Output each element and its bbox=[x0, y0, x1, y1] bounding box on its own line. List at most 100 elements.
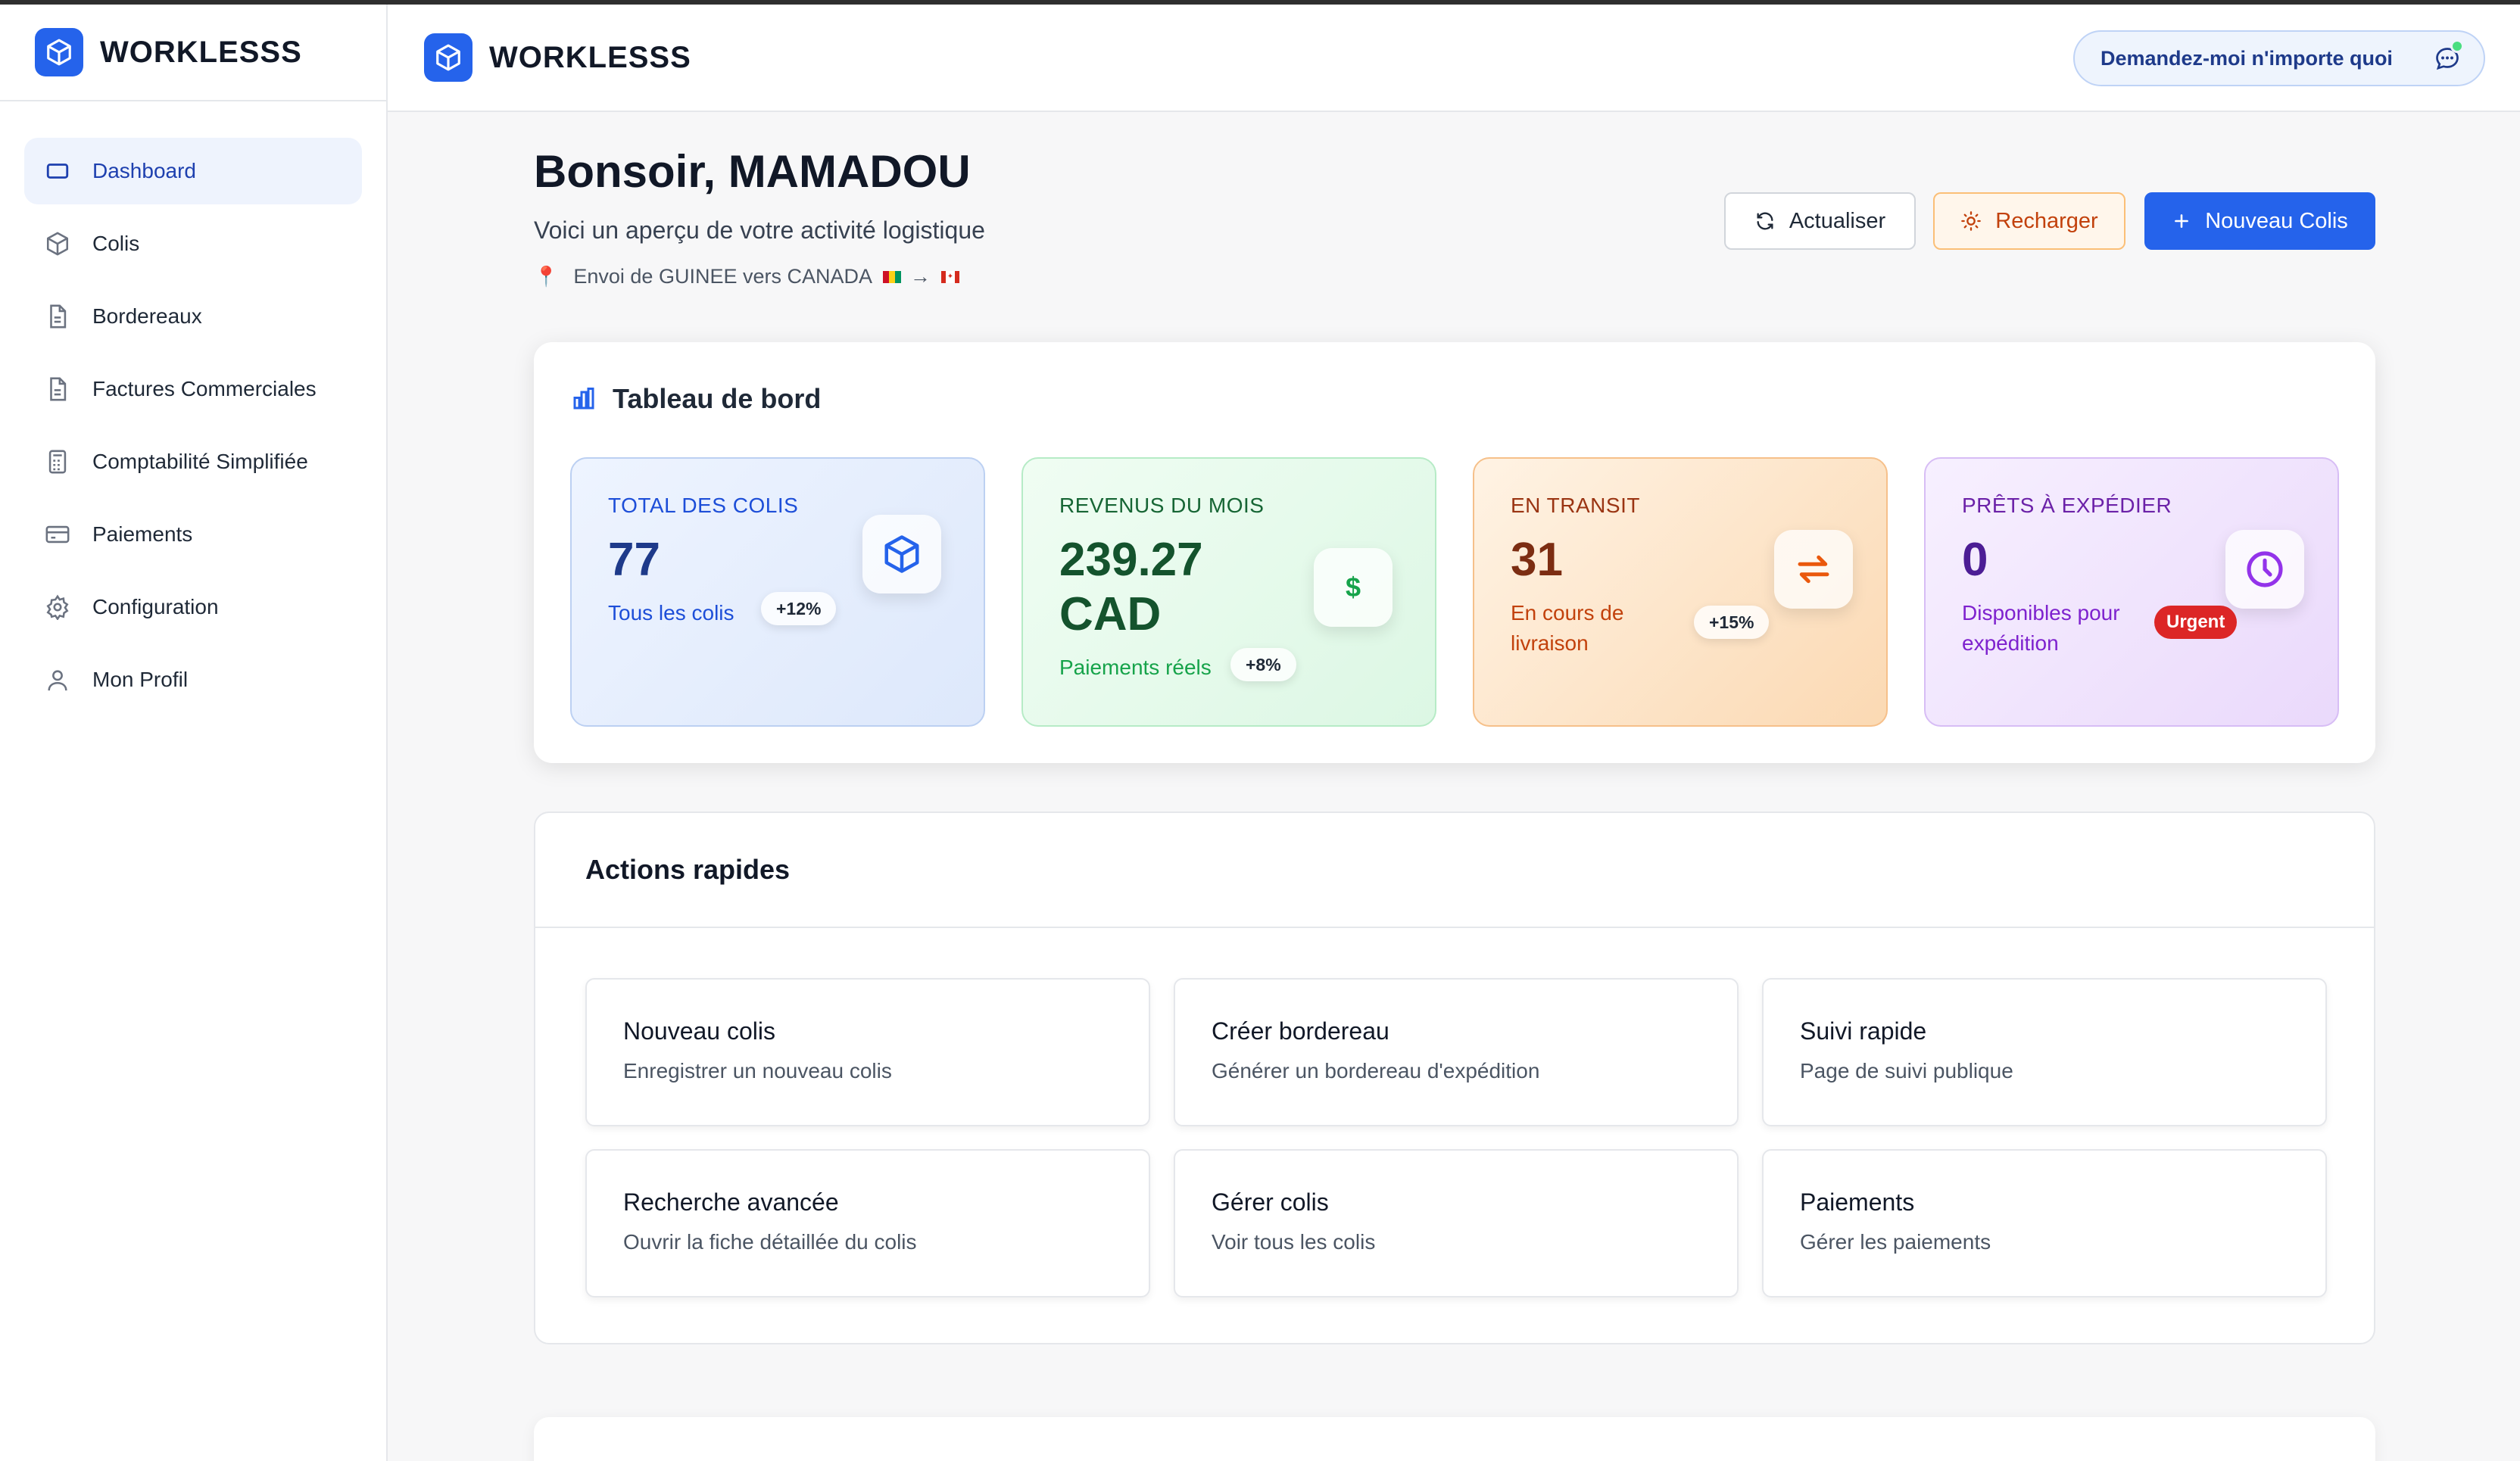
ask-assistant-button[interactable]: Demandez-moi n'importe quoi bbox=[2073, 30, 2485, 86]
action-card-recherche-avancee[interactable]: Recherche avancée Ouvrir la fiche détail… bbox=[585, 1149, 1150, 1297]
new-parcel-label: Nouveau Colis bbox=[2205, 208, 2348, 233]
clock-icon bbox=[2225, 530, 2304, 609]
reload-button[interactable]: Recharger bbox=[1933, 192, 2125, 250]
calculator-icon bbox=[42, 447, 73, 477]
route-text: Envoi de GUINEE vers CANADA bbox=[573, 265, 872, 288]
sidebar-item-label: Bordereaux bbox=[92, 304, 202, 328]
stat-value: 77 bbox=[608, 534, 660, 586]
document-icon bbox=[42, 301, 73, 332]
stat-label: PRÊTS À EXPÉDIER bbox=[1962, 494, 2172, 517]
action-title: Paiements bbox=[1800, 1188, 1915, 1216]
bar-chart-icon bbox=[570, 385, 597, 413]
sidebar-item-label: Paiements bbox=[92, 522, 193, 546]
stat-subtext-line: Disponibles pour bbox=[1962, 601, 2120, 625]
plus-icon bbox=[2172, 211, 2191, 231]
trend-badge: +15% bbox=[1694, 606, 1770, 639]
ask-assistant-label: Demandez-moi n'importe quoi bbox=[2101, 46, 2393, 70]
stat-value: 0 bbox=[1962, 534, 1988, 586]
guinea-flag-icon bbox=[883, 270, 901, 283]
sidebar-item-paiements[interactable]: Paiements bbox=[24, 501, 362, 568]
logo-cube-icon bbox=[35, 28, 83, 76]
action-card-gerer-colis[interactable]: Gérer colis Voir tous les colis bbox=[1174, 1149, 1739, 1297]
route-arrow: → bbox=[910, 265, 931, 288]
package-icon bbox=[862, 515, 941, 593]
action-description: Page de suivi publique bbox=[1800, 1059, 2013, 1083]
quick-actions-title: Actions rapides bbox=[535, 813, 2374, 928]
action-title: Recherche avancée bbox=[623, 1188, 839, 1216]
action-description: Gérer les paiements bbox=[1800, 1230, 1991, 1254]
stat-label: REVENUS DU MOIS bbox=[1059, 494, 1265, 517]
online-status-dot bbox=[2450, 39, 2464, 53]
sidebar-item-profil[interactable]: Mon Profil bbox=[24, 646, 362, 713]
dashboard-panel: Tableau de bord TOTAL DES COLIS 77 Tous … bbox=[534, 342, 2375, 763]
dollar-icon: $ bbox=[1314, 548, 1393, 627]
stat-label: EN TRANSIT bbox=[1511, 494, 1640, 517]
action-title: Gérer colis bbox=[1212, 1188, 1329, 1216]
action-description: Voir tous les colis bbox=[1212, 1230, 1376, 1254]
sidebar-item-label: Colis bbox=[92, 232, 140, 255]
sidebar-item-label: Factures Commerciales bbox=[92, 377, 317, 400]
sidebar-item-comptabilite[interactable]: Comptabilité Simplifiée bbox=[24, 428, 362, 495]
sidebar-item-dashboard[interactable]: Dashboard bbox=[24, 138, 362, 204]
sidebar-item-bordereaux[interactable]: Bordereaux bbox=[24, 283, 362, 350]
stat-value-amount: 239.27 bbox=[1059, 534, 1203, 586]
action-title: Suivi rapide bbox=[1800, 1017, 1927, 1045]
header-brand-name: WORKLESSS bbox=[489, 40, 691, 74]
new-parcel-button[interactable]: Nouveau Colis bbox=[2144, 192, 2375, 250]
page-title: Bonsoir, MAMADOU bbox=[534, 146, 971, 197]
canada-flag-icon: ✦ bbox=[941, 270, 959, 283]
sidebar-item-label: Dashboard bbox=[92, 159, 196, 182]
top-header: WORKLESSS Demandez-moi n'importe quoi bbox=[388, 5, 2520, 112]
sidebar: WORKLESSS Dashboard Colis Bordereaux Fac… bbox=[0, 5, 388, 1461]
stat-subtext: Tous les colis bbox=[608, 601, 734, 625]
action-card-creer-bordereau[interactable]: Créer bordereau Générer un bordereau d'e… bbox=[1174, 978, 1739, 1126]
map-pin-icon: 📍 bbox=[534, 265, 559, 288]
action-description: Ouvrir la fiche détaillée du colis bbox=[623, 1230, 917, 1254]
action-card-suivi-rapide[interactable]: Suivi rapide Page de suivi publique bbox=[1762, 978, 2327, 1126]
trend-badge: +12% bbox=[761, 592, 837, 625]
trend-badge: +8% bbox=[1230, 648, 1296, 681]
gear-icon bbox=[42, 592, 73, 622]
next-section-card bbox=[534, 1417, 2375, 1461]
stat-card-en-transit[interactable]: EN TRANSIT 31 En cours de livraison +15% bbox=[1473, 457, 1888, 727]
monitor-icon bbox=[42, 156, 73, 186]
sidebar-item-label: Comptabilité Simplifiée bbox=[92, 450, 308, 473]
dashboard-title-text: Tableau de bord bbox=[613, 383, 822, 414]
logo-cube-icon[interactable] bbox=[424, 33, 472, 82]
stat-subtext: Paiements réels bbox=[1059, 656, 1212, 679]
action-card-nouveau-colis[interactable]: Nouveau colis Enregistrer un nouveau col… bbox=[585, 978, 1150, 1126]
sidebar-item-factures[interactable]: Factures Commerciales bbox=[24, 356, 362, 422]
refresh-button[interactable]: Actualiser bbox=[1724, 192, 1916, 250]
stat-value: 239.27 CAD bbox=[1059, 533, 1435, 642]
stat-subtext-line: En cours de bbox=[1511, 601, 1624, 625]
urgent-badge: Urgent bbox=[2154, 606, 2238, 639]
dashboard-title: Tableau de bord bbox=[570, 383, 821, 415]
page-subtitle: Voici un aperçu de votre activité logist… bbox=[534, 217, 985, 244]
stat-label: TOTAL DES COLIS bbox=[608, 494, 799, 517]
route-info: 📍 Envoi de GUINEE vers CANADA → ✦ bbox=[534, 265, 959, 288]
stat-subtext-line: expédition bbox=[1962, 631, 2059, 655]
sidebar-item-label: Mon Profil bbox=[92, 668, 189, 691]
stat-card-total-colis[interactable]: TOTAL DES COLIS 77 Tous les colis +12% bbox=[570, 457, 985, 727]
stat-subtext-line: livraison bbox=[1511, 631, 1589, 655]
quick-actions-panel: Actions rapides Nouveau colis Enregistre… bbox=[534, 811, 2375, 1344]
action-title: Créer bordereau bbox=[1212, 1017, 1389, 1045]
brand-name: WORKLESSS bbox=[100, 35, 302, 69]
package-icon bbox=[42, 229, 73, 259]
stat-subtext: En cours de livraison bbox=[1511, 598, 1886, 659]
credit-card-icon bbox=[42, 519, 73, 550]
arrows-exchange-icon bbox=[1774, 530, 1853, 609]
reload-label: Recharger bbox=[1995, 208, 2098, 233]
stat-value-currency: CAD bbox=[1059, 588, 1162, 640]
sidebar-item-colis[interactable]: Colis bbox=[24, 210, 362, 277]
sidebar-item-configuration[interactable]: Configuration bbox=[24, 574, 362, 640]
stat-value: 31 bbox=[1511, 534, 1563, 586]
stat-card-revenus[interactable]: REVENUS DU MOIS 239.27 CAD Paiements rée… bbox=[1021, 457, 1436, 727]
refresh-icon bbox=[1754, 210, 1776, 232]
refresh-label: Actualiser bbox=[1789, 208, 1886, 233]
action-card-paiements[interactable]: Paiements Gérer les paiements bbox=[1762, 1149, 2327, 1297]
stat-card-prets-a-expedier[interactable]: PRÊTS À EXPÉDIER 0 Disponibles pour expé… bbox=[1924, 457, 2339, 727]
sidebar-nav: Dashboard Colis Bordereaux Factures Comm… bbox=[0, 101, 386, 713]
sidebar-brand[interactable]: WORKLESSS bbox=[0, 5, 386, 101]
document-icon bbox=[42, 374, 73, 404]
